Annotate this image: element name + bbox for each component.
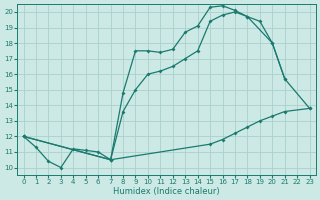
X-axis label: Humidex (Indice chaleur): Humidex (Indice chaleur) xyxy=(113,187,220,196)
